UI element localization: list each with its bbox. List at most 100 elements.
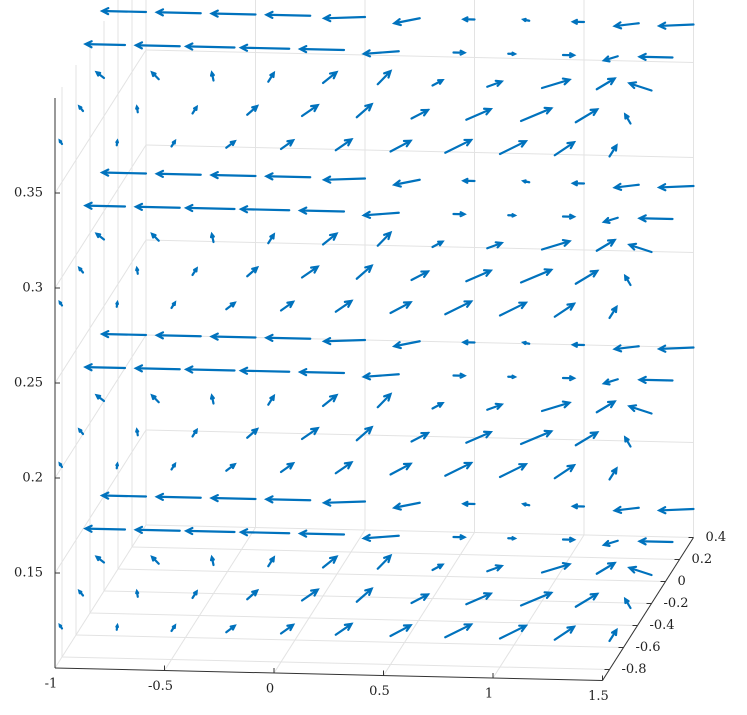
arrow bbox=[553, 140, 577, 157]
arrow bbox=[83, 40, 127, 49]
arrow bbox=[465, 592, 494, 606]
arrow bbox=[601, 55, 619, 63]
arrow bbox=[191, 427, 199, 438]
arrow bbox=[601, 216, 619, 224]
arrow bbox=[263, 10, 312, 19]
arrow bbox=[465, 430, 494, 444]
arrow bbox=[334, 138, 354, 152]
arrow bbox=[444, 623, 474, 639]
arrow bbox=[334, 461, 354, 475]
arrow bbox=[656, 506, 695, 515]
arrow bbox=[444, 300, 474, 316]
arrow bbox=[135, 104, 140, 114]
arrow bbox=[561, 213, 577, 220]
arrow bbox=[519, 106, 554, 123]
x-tick-label: 0.5 bbox=[369, 684, 390, 699]
arrow bbox=[553, 625, 577, 641]
grid-line bbox=[54, 49, 147, 194]
arrow bbox=[519, 429, 554, 446]
arrow bbox=[99, 491, 148, 500]
arrow bbox=[321, 337, 367, 346]
arrow bbox=[334, 299, 354, 313]
arrow bbox=[612, 344, 640, 353]
arrow bbox=[115, 299, 120, 308]
arrow bbox=[391, 340, 421, 350]
arrow bbox=[540, 238, 572, 251]
y-tick-label: 0 bbox=[678, 574, 686, 589]
arrow bbox=[498, 624, 529, 640]
arrow bbox=[150, 555, 160, 565]
arrow bbox=[94, 393, 106, 403]
grid-line bbox=[75, 634, 624, 648]
arrow bbox=[279, 300, 296, 312]
arrow bbox=[267, 232, 276, 245]
arrow bbox=[170, 461, 177, 471]
arrow bbox=[321, 14, 367, 23]
arrow bbox=[94, 232, 106, 241]
arrow bbox=[507, 374, 518, 380]
arrow bbox=[461, 500, 476, 507]
arrow bbox=[183, 203, 236, 213]
grid-line bbox=[54, 334, 147, 479]
arrow bbox=[561, 375, 577, 382]
arrow bbox=[321, 70, 339, 85]
arrow bbox=[225, 624, 237, 634]
arrow bbox=[238, 43, 291, 52]
arrow bbox=[334, 622, 354, 636]
arrow bbox=[519, 591, 554, 607]
arrow bbox=[154, 492, 202, 501]
arrow bbox=[279, 623, 296, 635]
arrow bbox=[267, 393, 276, 406]
arrow bbox=[361, 533, 400, 542]
y-tick-label: -0.4 bbox=[650, 618, 675, 633]
arrow bbox=[246, 588, 260, 601]
arrow bbox=[361, 210, 400, 219]
arrow bbox=[389, 624, 413, 638]
arrow bbox=[376, 553, 393, 570]
arrow bbox=[183, 365, 236, 374]
arrow bbox=[300, 588, 320, 602]
arrow bbox=[595, 238, 617, 252]
arrow bbox=[389, 301, 413, 315]
arrow bbox=[461, 16, 476, 23]
arrow bbox=[209, 9, 257, 18]
grid-line bbox=[54, 524, 147, 669]
arrow bbox=[570, 341, 586, 348]
arrow bbox=[191, 104, 199, 115]
arrow bbox=[133, 525, 181, 534]
arrow bbox=[391, 501, 421, 511]
arrow bbox=[461, 177, 476, 184]
arrow bbox=[297, 206, 346, 215]
grid-line bbox=[61, 656, 610, 670]
arrow bbox=[389, 462, 413, 476]
arrow bbox=[452, 534, 467, 541]
arrow bbox=[561, 536, 577, 543]
arrow bbox=[300, 265, 320, 279]
arrow bbox=[389, 139, 413, 153]
arrow bbox=[465, 107, 494, 121]
arrow bbox=[461, 339, 476, 346]
arrow bbox=[321, 232, 339, 246]
arrow bbox=[608, 466, 618, 481]
arrow bbox=[267, 70, 276, 83]
arrow bbox=[612, 182, 640, 191]
arrow bbox=[627, 81, 653, 92]
arrow bbox=[355, 102, 374, 119]
arrow bbox=[115, 461, 120, 470]
arrow bbox=[595, 400, 617, 414]
arrow bbox=[355, 264, 374, 280]
arrow bbox=[410, 593, 431, 605]
arrow bbox=[507, 536, 518, 541]
arrow bbox=[209, 171, 257, 180]
arrow bbox=[444, 138, 474, 154]
arrow bbox=[656, 183, 695, 192]
y-tick-label: -0.6 bbox=[636, 640, 661, 655]
arrow bbox=[498, 140, 529, 156]
x-tick-label: -0.5 bbox=[148, 679, 173, 694]
x-tick-label: 1 bbox=[485, 687, 493, 702]
arrow bbox=[154, 8, 202, 17]
arrow bbox=[574, 108, 600, 124]
arrow bbox=[238, 528, 291, 537]
arrow bbox=[623, 273, 632, 287]
arrow bbox=[623, 435, 632, 448]
